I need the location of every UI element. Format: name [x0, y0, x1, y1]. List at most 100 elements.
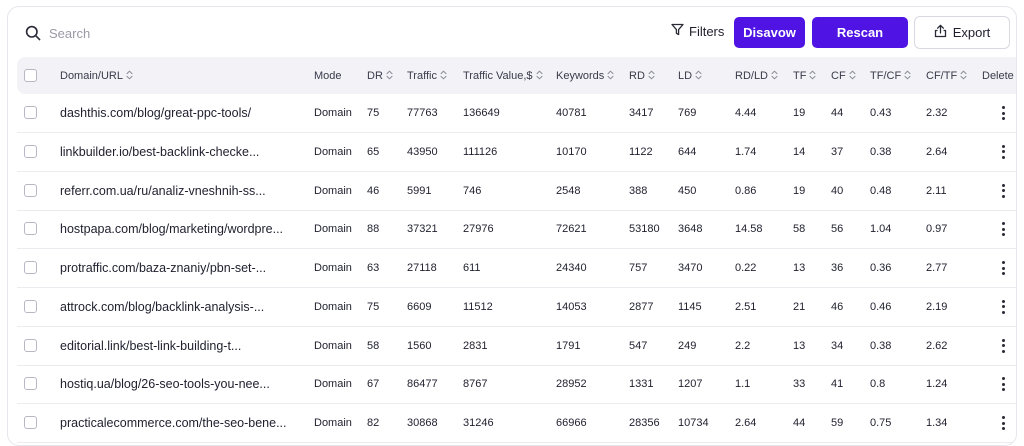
sort-icon[interactable] — [809, 70, 816, 82]
column-header-label: RD/LD — [735, 69, 769, 82]
row-checkbox[interactable] — [24, 261, 37, 274]
column-header-tf-cf[interactable]: TF/CF — [870, 57, 911, 94]
column-header-traffic-value[interactable]: Traffic Value,$ — [463, 57, 543, 94]
cell-domain-url[interactable]: hostpapa.com/blog/marketing/wordpre... — [60, 222, 284, 237]
column-header-label: Traffic Value,$ — [463, 69, 533, 82]
sort-icon[interactable] — [695, 70, 702, 82]
more-options-icon[interactable] — [997, 261, 1009, 275]
cell-cf: 37 — [831, 145, 844, 158]
backlinks-panel: Filters Disavow Rescan Export Domain/URL… — [7, 6, 1017, 446]
column-header-rd-ld[interactable]: RD/LD — [735, 57, 778, 94]
cell-ld: 1145 — [678, 300, 702, 313]
sort-icon[interactable] — [960, 70, 967, 82]
more-options-icon[interactable] — [997, 144, 1009, 159]
more-options-icon[interactable] — [997, 299, 1009, 314]
more-options-icon[interactable] — [997, 183, 1009, 198]
column-header-label: DR — [367, 69, 383, 82]
column-header-rd[interactable]: RD — [629, 57, 655, 94]
row-checkbox[interactable] — [24, 338, 37, 352]
cell-rd-ld: 0.22 — [735, 262, 757, 274]
cell-cf: 44 — [831, 107, 844, 119]
export-icon — [934, 24, 953, 41]
cell-traffic: 6609 — [407, 300, 432, 313]
cell-dr: 82 — [367, 417, 380, 429]
search-input[interactable] — [49, 25, 249, 41]
export-button[interactable]: Export — [914, 16, 1010, 49]
column-header-ld[interactable]: LD — [678, 57, 702, 94]
cell-keywords: 14053 — [556, 300, 587, 313]
more-options-icon[interactable] — [997, 377, 1009, 392]
row-checkbox[interactable] — [24, 144, 37, 158]
cell-dr: 63 — [367, 262, 380, 274]
cell-traffic: 30868 — [407, 417, 438, 429]
column-header-traffic[interactable]: Traffic — [407, 57, 447, 94]
row-checkbox[interactable] — [24, 416, 37, 429]
cell-cf-tf: 2.77 — [926, 262, 948, 274]
rescan-button[interactable]: Rescan — [812, 17, 908, 48]
column-header-domain-url[interactable]: Domain/URL — [60, 57, 133, 94]
cell-domain-url[interactable]: editorial.link/best-link-building-t... — [60, 338, 242, 353]
more-options-icon[interactable] — [997, 222, 1009, 237]
disavow-button[interactable]: Disavow — [734, 17, 805, 48]
cell-domain-url[interactable]: dashthis.com/blog/great-ppc-tools/ — [60, 106, 252, 120]
column-header-cf[interactable]: CF — [831, 57, 856, 94]
cell-domain-url[interactable]: attrock.com/blog/backlink-analysis-... — [60, 299, 265, 314]
sort-icon[interactable] — [648, 70, 655, 82]
cell-rd-ld: 2.64 — [735, 417, 757, 429]
filters-label: Filters — [689, 23, 725, 39]
filter-icon — [671, 23, 689, 39]
cell-rd-ld: 1.74 — [735, 145, 757, 158]
column-header-label: Traffic — [407, 69, 437, 82]
sort-icon[interactable] — [607, 70, 614, 82]
column-header-label: Keywords — [556, 69, 605, 82]
column-header-label: RD — [629, 69, 645, 82]
cell-domain-url[interactable]: referr.com.ua/ru/analiz-vneshnih-ss... — [60, 183, 266, 198]
column-header-keywords[interactable]: Keywords — [556, 57, 614, 94]
cell-rd-ld: 14.58 — [735, 223, 763, 236]
row-checkbox[interactable] — [24, 222, 37, 236]
cell-domain-url[interactable]: linkbuilder.io/best-backlink-checke... — [60, 144, 260, 159]
filters-button[interactable]: Filters — [671, 23, 724, 39]
cell-tf: 13 — [793, 339, 806, 352]
cell-rd-ld: 2.51 — [735, 300, 757, 313]
cell-cf: 40 — [831, 184, 844, 197]
cell-cf-tf: 2.19 — [926, 300, 948, 313]
cell-domain-url[interactable]: hostiq.ua/blog/26-seo-tools-you-nee... — [60, 377, 270, 392]
more-options-icon[interactable] — [997, 106, 1009, 120]
row-checkbox[interactable] — [24, 183, 37, 197]
sort-icon[interactable] — [126, 70, 133, 82]
column-header-dr[interactable]: DR — [367, 57, 393, 94]
cell-domain-url[interactable]: protraffic.com/baza-znaniy/pbn-set-... — [60, 261, 267, 275]
row-checkbox[interactable] — [24, 377, 37, 391]
column-header-tf[interactable]: TF — [793, 57, 816, 94]
cell-tf: 58 — [793, 223, 806, 236]
sort-icon[interactable] — [386, 70, 393, 82]
table-header: Domain/URL Mode DR Traffic Traffic Value,$ Ke… — [17, 57, 1016, 94]
table-row: practicalecommerce.com/the-seo-bene... Do… — [17, 404, 1016, 443]
search-box[interactable] — [25, 21, 249, 45]
cell-cf-tf: 2.32 — [926, 107, 948, 119]
cell-traffic-value: 27976 — [463, 223, 494, 236]
cell-ld: 249 — [678, 339, 697, 352]
sort-icon[interactable] — [440, 70, 447, 82]
row-checkbox[interactable] — [24, 299, 37, 313]
cell-mode: Domain — [314, 184, 352, 197]
cell-domain-url[interactable]: practicalecommerce.com/the-seo-bene... — [60, 416, 287, 430]
cell-rd: 547 — [629, 339, 648, 352]
more-options-icon[interactable] — [997, 416, 1009, 430]
cell-cf-tf: 2.11 — [926, 184, 947, 197]
cell-cf-tf: 1.24 — [926, 378, 948, 391]
cell-mode: Domain — [314, 339, 352, 352]
row-checkbox[interactable] — [24, 106, 37, 119]
sort-icon[interactable] — [771, 70, 778, 82]
sort-icon[interactable] — [904, 70, 911, 82]
column-header-cf-tf[interactable]: CF/TF — [926, 57, 967, 94]
sort-icon[interactable] — [849, 70, 856, 82]
cell-dr: 75 — [367, 107, 380, 119]
cell-cf: 36 — [831, 262, 844, 274]
select-all-checkbox[interactable] — [24, 69, 37, 82]
more-options-icon[interactable] — [997, 338, 1009, 353]
cell-traffic-value: 111126 — [463, 145, 498, 158]
sort-icon[interactable] — [536, 70, 543, 82]
cell-rd-ld: 4.44 — [735, 107, 757, 119]
